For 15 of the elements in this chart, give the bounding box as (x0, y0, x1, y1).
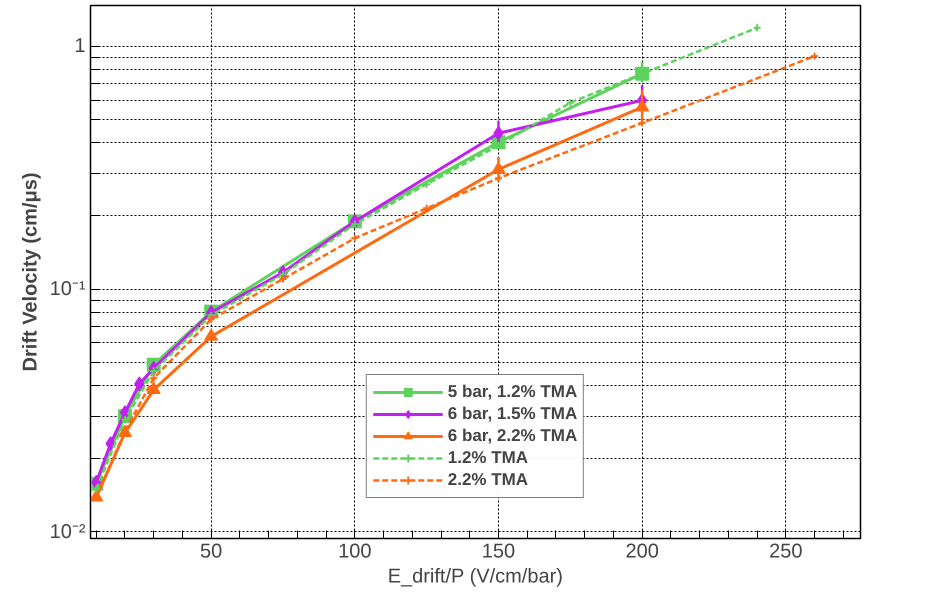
y-tick-label: 10⁻² (50, 520, 86, 543)
x-tick-label: 50 (200, 540, 222, 562)
legend-label: 1.2% TMA (448, 447, 528, 469)
x-tick-label: 250 (769, 540, 802, 562)
y-tick-label: 10⁻¹ (50, 278, 86, 300)
legend-label: 2.2% TMA (448, 469, 528, 491)
x-tick-label: 100 (338, 540, 372, 562)
y-axis-title: Drift Velocity (cm/μs) (20, 172, 42, 372)
x-tick-label: 150 (482, 540, 516, 562)
legend-label: 6 bar, 1.5% TMA (448, 403, 578, 425)
legend-label: 5 bar, 1.2% TMA (448, 381, 578, 403)
legend-label: 6 bar, 2.2% TMA (448, 425, 578, 447)
x-tick-label: 200 (625, 540, 659, 562)
y-tick-label: 1 (74, 35, 86, 58)
x-axis-title: E_drift/P (V/cm/bar) (388, 566, 563, 588)
